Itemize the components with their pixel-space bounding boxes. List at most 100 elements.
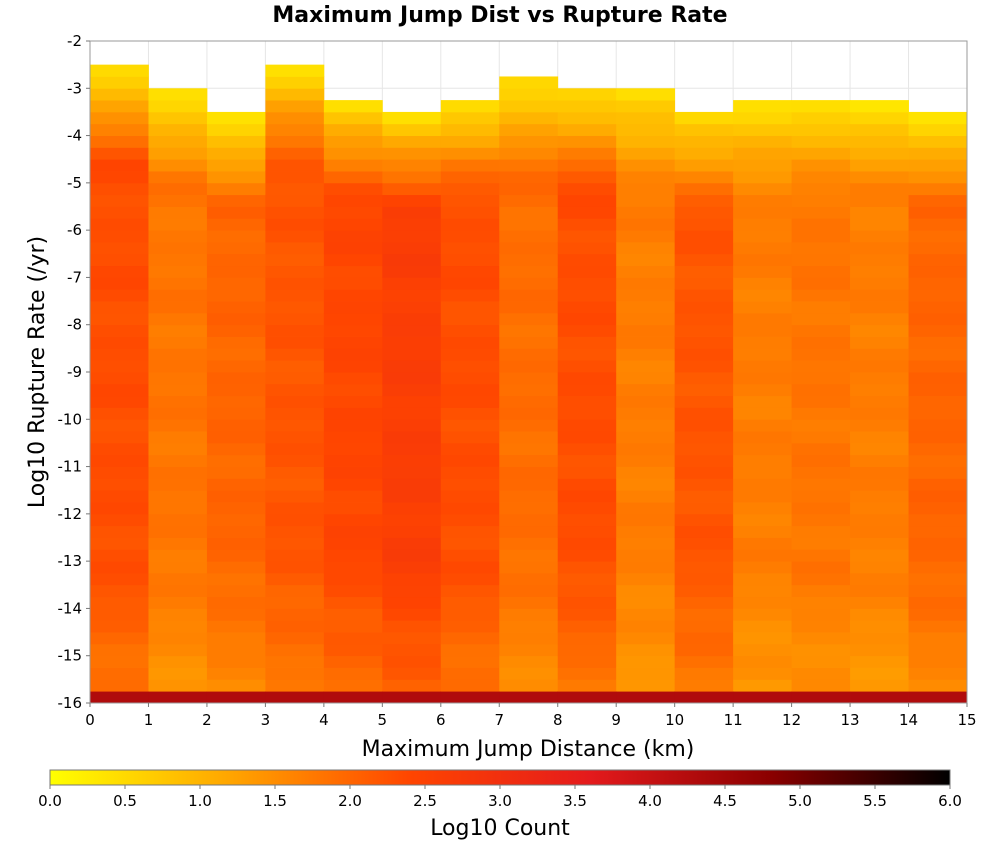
heatmap-cell [616, 182, 676, 196]
heatmap-cell [499, 561, 559, 574]
heatmap-cell [616, 206, 676, 219]
heatmap-cell [148, 466, 208, 479]
heatmap-cell [206, 679, 266, 692]
heatmap-cell [499, 442, 559, 456]
heatmap-cell [323, 265, 383, 278]
heatmap-cell [791, 513, 851, 527]
heatmap-cell [206, 194, 266, 207]
heatmap-cell [499, 584, 559, 598]
heatmap-cell [616, 537, 676, 550]
heatmap-cell [850, 572, 909, 586]
heatmap-cell [323, 561, 383, 574]
heatmap-cell [557, 442, 617, 456]
heatmap-cell [557, 561, 617, 574]
y-tick-label: -6 [67, 221, 82, 239]
heatmap-cell [265, 620, 325, 633]
y-tick-label: -4 [67, 127, 82, 145]
heatmap-cell [90, 135, 149, 148]
heatmap-cell [616, 147, 676, 160]
heatmap-cell [791, 301, 851, 314]
heatmap-cell [908, 549, 968, 562]
heatmap-cell [382, 549, 442, 562]
heatmap-cell [440, 513, 500, 527]
heatmap-cell [148, 301, 208, 314]
heatmap-cell [499, 277, 559, 290]
heatmap-cell [908, 419, 968, 432]
heatmap-cell [908, 478, 968, 491]
heatmap-cell [382, 135, 442, 148]
heatmap-cell [557, 348, 617, 361]
heatmap-cell [90, 241, 149, 255]
heatmap-cell [850, 466, 909, 479]
heatmap-cell [148, 632, 208, 645]
heatmap-cell [148, 218, 208, 231]
heatmap-cell [323, 502, 383, 515]
heatmap-cell [90, 348, 149, 361]
heatmap-cell [382, 206, 442, 219]
colorbar-tick-label: 4.0 [638, 792, 662, 810]
heatmap-cell [323, 348, 383, 361]
heatmap-cell [90, 584, 149, 598]
heatmap-cell [265, 549, 325, 562]
heatmap-cell [206, 241, 266, 255]
heatmap-cell [265, 100, 325, 113]
heatmap-cell [148, 407, 208, 420]
heatmap-cell [733, 372, 792, 385]
heatmap-cell [382, 372, 442, 385]
heatmap-cell [206, 159, 266, 172]
heatmap-cell [265, 194, 325, 207]
heatmap-cell [90, 643, 149, 657]
heatmap-cell [90, 537, 149, 550]
heatmap-cell [557, 691, 617, 704]
heatmap-cell [908, 596, 968, 609]
heatmap-cell [791, 490, 851, 503]
heatmap-cell [850, 372, 909, 385]
heatmap-cell [791, 407, 851, 420]
heatmap-cell [557, 194, 617, 207]
heatmap-cell [616, 230, 676, 243]
heatmap-cell [148, 194, 208, 207]
y-tick-label: -16 [58, 694, 83, 712]
heatmap-cell [90, 88, 149, 101]
heatmap-cell [791, 123, 851, 136]
heatmap-cell [206, 466, 266, 479]
heatmap-cell [265, 478, 325, 491]
heatmap-cell [440, 159, 500, 172]
heatmap-cell [791, 655, 851, 668]
heatmap-cell [850, 336, 909, 349]
heatmap-cell [557, 218, 617, 231]
heatmap-cell [733, 655, 792, 668]
heatmap-cell [616, 620, 676, 633]
heatmap-cell [557, 502, 617, 515]
heatmap-cell [206, 478, 266, 491]
heatmap-cell [440, 502, 500, 515]
heatmap-cell [791, 265, 851, 278]
heatmap-cell [440, 301, 500, 314]
heatmap-cell [90, 502, 149, 515]
heatmap-cell [148, 265, 208, 278]
heatmap-cell [440, 537, 500, 550]
heatmap-cell [733, 348, 792, 361]
heatmap-cell [733, 442, 792, 456]
heatmap-cell [791, 643, 851, 657]
x-tick-label: 14 [899, 711, 918, 729]
heatmap-cell [265, 466, 325, 479]
y-tick-label: -11 [58, 458, 83, 476]
heatmap-cell [557, 679, 617, 692]
heatmap-cell [265, 525, 325, 538]
heatmap-cell [791, 289, 851, 302]
heatmap-cell [733, 632, 792, 645]
heatmap-cell [908, 620, 968, 633]
heatmap-cell [733, 395, 792, 408]
heatmap-cell [440, 691, 500, 704]
heatmap-cell [791, 561, 851, 574]
heatmap-cell [908, 537, 968, 550]
heatmap-cell [674, 301, 734, 314]
heatmap-cell [850, 265, 909, 278]
heatmap-cell [616, 549, 676, 562]
colorbar [49, 769, 951, 786]
heatmap-cell [557, 135, 617, 148]
heatmap-cell [265, 182, 325, 196]
heatmap-cell [499, 147, 559, 160]
heatmap-cell [499, 135, 559, 148]
